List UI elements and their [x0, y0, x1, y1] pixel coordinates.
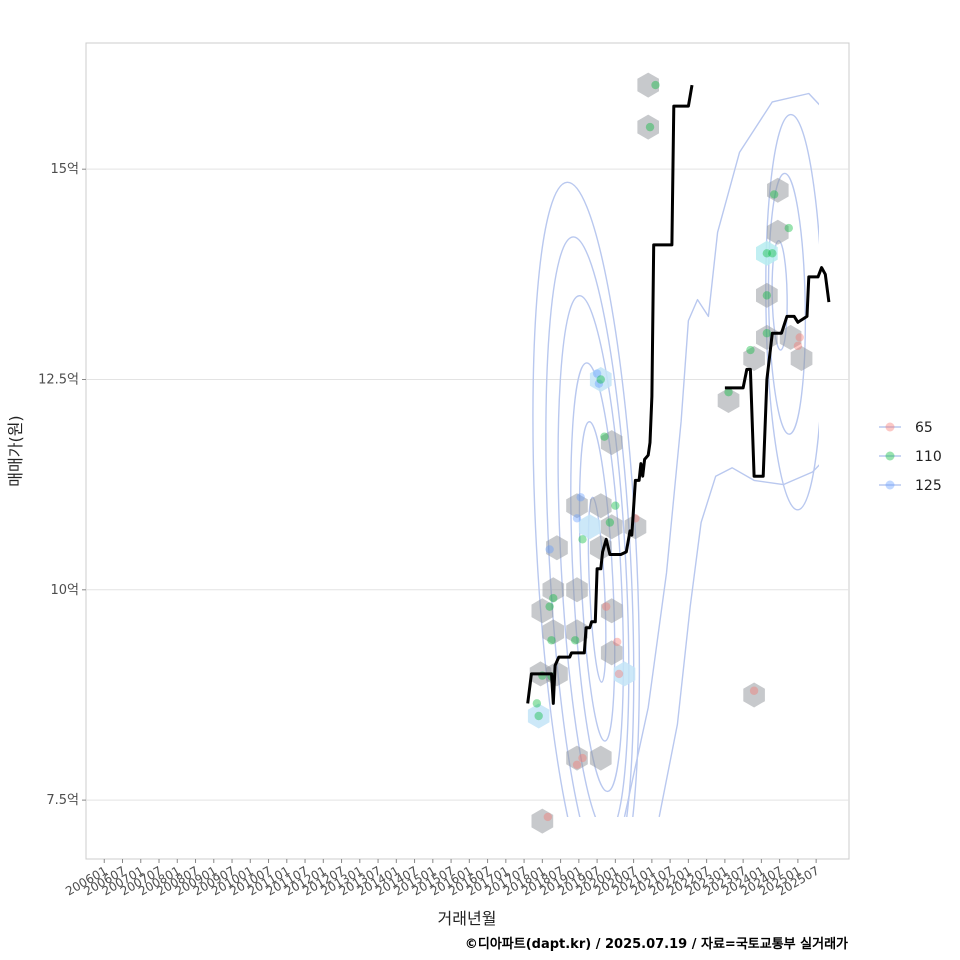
hexbin	[542, 577, 565, 603]
hexbin	[613, 661, 636, 687]
y-tick-label: 15억	[50, 162, 79, 177]
point-125	[545, 545, 554, 554]
trend-line	[526, 84, 694, 705]
hexbin	[566, 745, 588, 771]
point-110	[570, 636, 580, 645]
hexbin	[546, 535, 568, 561]
hexbin	[589, 745, 612, 771]
point-110	[547, 636, 556, 645]
caption: ©디아파트(dapt.kr) / 2025.07.19 / 자료=국토교통부 실…	[465, 936, 848, 952]
point-110	[545, 602, 554, 611]
point-65	[795, 333, 804, 342]
point-65	[793, 341, 803, 351]
legend-key-point	[885, 422, 895, 432]
density-contour	[545, 236, 635, 817]
point-110	[784, 223, 793, 233]
hexbin	[600, 430, 623, 456]
legend: 65 110 125	[879, 420, 942, 494]
hexbin	[542, 619, 565, 645]
point-110	[746, 345, 755, 355]
hexbin	[767, 177, 789, 203]
legend-label: 110	[915, 449, 942, 465]
point-110	[651, 80, 660, 90]
point-110	[762, 249, 772, 258]
y-tick-label: 7.5억	[46, 793, 79, 808]
point-110	[645, 122, 655, 132]
transaction-points	[532, 80, 804, 822]
hexbin	[756, 240, 778, 266]
point-110	[596, 375, 605, 384]
hexbin	[600, 598, 623, 624]
point-125	[592, 369, 602, 378]
hexbin	[756, 282, 778, 308]
density-contour	[557, 295, 630, 817]
hexbin	[637, 72, 659, 98]
point-110	[532, 699, 542, 708]
y-gridlines	[86, 168, 849, 801]
density-contour-outer	[623, 92, 819, 817]
point-65	[572, 760, 582, 769]
point-110	[549, 594, 558, 603]
hexbin	[600, 514, 623, 540]
hexbin	[779, 324, 802, 350]
y-tick-label: 10억	[50, 583, 79, 598]
point-110	[534, 711, 543, 721]
density-contour	[532, 181, 641, 817]
hexbin	[767, 219, 789, 245]
hexbin	[589, 367, 612, 392]
density-contour	[765, 113, 819, 511]
hexbin	[527, 703, 550, 729]
hexbin	[790, 346, 813, 371]
density-contour	[587, 496, 607, 683]
y-tick-label: 12.5억	[38, 372, 79, 387]
density-contour	[570, 362, 625, 793]
hexbin	[743, 682, 765, 708]
point-65	[543, 812, 553, 822]
hexbin	[743, 346, 765, 371]
hexbin	[566, 619, 588, 645]
hexbin	[600, 640, 623, 666]
point-110	[762, 329, 772, 338]
point-125	[594, 379, 604, 388]
hexbin	[717, 388, 740, 413]
point-125	[572, 514, 582, 523]
point-110	[769, 190, 779, 199]
point-65	[612, 637, 622, 647]
point-110	[611, 501, 620, 510]
point-110	[762, 291, 772, 300]
y-axis-title: 매매가(원)	[6, 415, 25, 486]
point-110	[600, 432, 609, 441]
x-axis-ticks: 2006012006072007012007072008012008072009…	[63, 859, 822, 899]
median-price-lines	[526, 84, 831, 705]
hexbin	[531, 598, 554, 624]
hexbin	[637, 114, 659, 140]
point-110	[768, 249, 777, 258]
legend-label: 125	[915, 478, 942, 494]
hexbin	[579, 514, 601, 540]
legend-key-point	[885, 451, 895, 461]
y-axis-ticks: 7.5억 10억 12.5억 15억	[38, 162, 86, 808]
point-65	[578, 753, 587, 763]
point-65	[749, 686, 759, 695]
point-110	[724, 387, 733, 397]
hexbin	[531, 808, 554, 834]
point-125	[576, 493, 585, 502]
point-65	[602, 602, 611, 611]
point-110	[578, 535, 587, 544]
trend-line	[724, 266, 831, 478]
legend-key-point	[885, 480, 895, 490]
point-65	[614, 669, 624, 679]
hexbin	[589, 493, 612, 519]
plot-panel	[85, 42, 850, 860]
point-110	[605, 518, 615, 527]
legend-label: 65	[915, 420, 933, 436]
hexbin	[566, 493, 588, 519]
hexbin	[566, 577, 588, 603]
density-contour-outer	[658, 464, 819, 817]
x-axis-title: 거래년월	[438, 909, 497, 928]
